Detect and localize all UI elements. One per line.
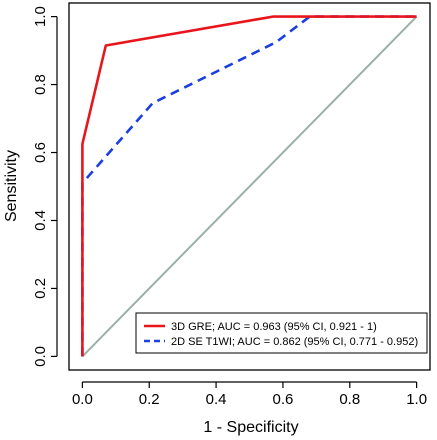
x-tick-label: 0.6 [272,391,293,408]
series-line-1 [81,15,417,357]
legend-label-2: 2D SE T1WI; AUC = 0.862 (95% CI, 0.771 -… [171,336,418,348]
x-tick-label: 0.0 [72,391,93,408]
y-axis-title: Sensitivity [3,150,20,222]
legend-label-1: 3D GRE; AUC = 0.963 (95% CI, 0.921 - 1) [171,321,377,333]
x-axis-title: 1 - Specificity [203,419,298,436]
y-tick-label: 0.8 [32,74,49,95]
legend-box [135,312,428,354]
y-tick-label: 0.0 [32,346,49,367]
legend: 3D GRE; AUC = 0.963 (95% CI, 0.921 - 1) 2… [135,312,428,354]
x-axis: 0.0 0.2 0.4 0.6 0.8 1.0 [72,381,427,408]
y-tick-label: 0.2 [32,278,49,299]
reference-diagonal [81,15,418,358]
y-axis: 0.0 0.2 0.4 0.6 0.8 1.0 [32,6,58,367]
x-tick-label: 1.0 [406,391,427,408]
plot-frame [68,2,431,371]
x-tick-label: 0.8 [339,391,360,408]
series-line-2 [81,15,417,357]
y-tick-label: 0.4 [32,210,49,231]
y-tick-label: 0.6 [32,142,49,163]
x-tick-label: 0.2 [139,391,160,408]
x-tick-label: 0.4 [206,391,227,408]
series-layer [81,15,417,357]
y-tick-label: 1.0 [32,6,49,27]
reference-line [81,15,418,358]
